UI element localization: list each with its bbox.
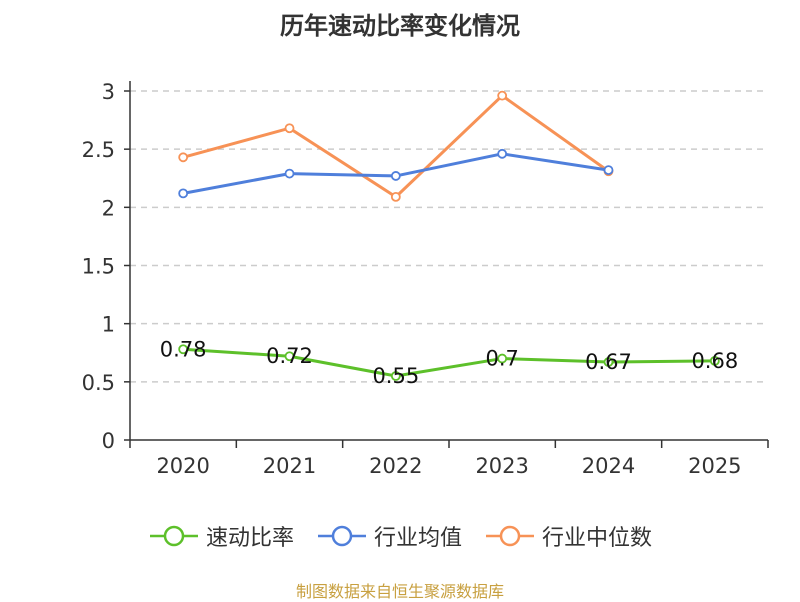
x-tick-label: 2024: [582, 454, 635, 478]
legend-item[interactable]: 行业中位数: [484, 520, 652, 552]
data-label: 0.67: [585, 350, 632, 374]
y-tick-label: 2.5: [82, 138, 115, 162]
y-tick-label: 1.5: [82, 255, 115, 279]
legend-marker-icon: [149, 525, 198, 547]
data-point: [603, 357, 614, 367]
legend-marker-icon: [486, 525, 534, 547]
data-label: 0.78: [160, 337, 207, 361]
data-point: [390, 371, 401, 381]
x-tick-label: 2022: [369, 454, 422, 478]
legend-label: 速动比率: [205, 526, 294, 551]
data-point: [178, 344, 189, 355]
data-source-note: 制图数据来自恒生聚源数据库: [295, 582, 504, 601]
legend-marker-icon: [317, 525, 366, 547]
x-tick-label: 2023: [475, 454, 528, 478]
data-point: [390, 171, 401, 181]
chart-legend: 速动比率 行业均值 行业中位数: [0, 520, 800, 552]
x-tick-label: 2021: [263, 454, 316, 478]
data-label: 0.7: [485, 347, 518, 371]
x-tick-label: 2025: [688, 454, 741, 478]
x-tick-label: 2020: [156, 454, 209, 478]
y-tick-label: 2: [102, 196, 115, 220]
legend-label: 行业中位数: [542, 526, 653, 551]
y-tick-label: 0: [102, 429, 115, 453]
data-label: 0.72: [266, 344, 313, 368]
legend-item[interactable]: 速动比率: [148, 520, 294, 552]
data-point: [284, 351, 295, 362]
legend-item[interactable]: 行业均值: [316, 520, 462, 552]
data-point: [603, 165, 614, 176]
y-tick-label: 1: [102, 313, 115, 337]
data-label: 0.68: [691, 349, 738, 373]
chart-title: 历年速动比率变化情况: [280, 12, 520, 40]
data-point: [497, 90, 508, 101]
data-point: [178, 188, 189, 199]
series-line: [183, 347, 715, 378]
legend-label: 行业均值: [373, 526, 462, 551]
data-point: [284, 168, 295, 179]
data-label: 0.55: [372, 364, 419, 388]
data-point: [497, 148, 508, 159]
y-tick-label: 0.5: [82, 371, 115, 395]
data-point: [390, 191, 401, 202]
data-point: [284, 123, 295, 134]
data-point: [497, 353, 508, 364]
y-tick-label: 3: [102, 80, 115, 104]
data-point: [709, 355, 720, 366]
data-point: [178, 152, 189, 163]
